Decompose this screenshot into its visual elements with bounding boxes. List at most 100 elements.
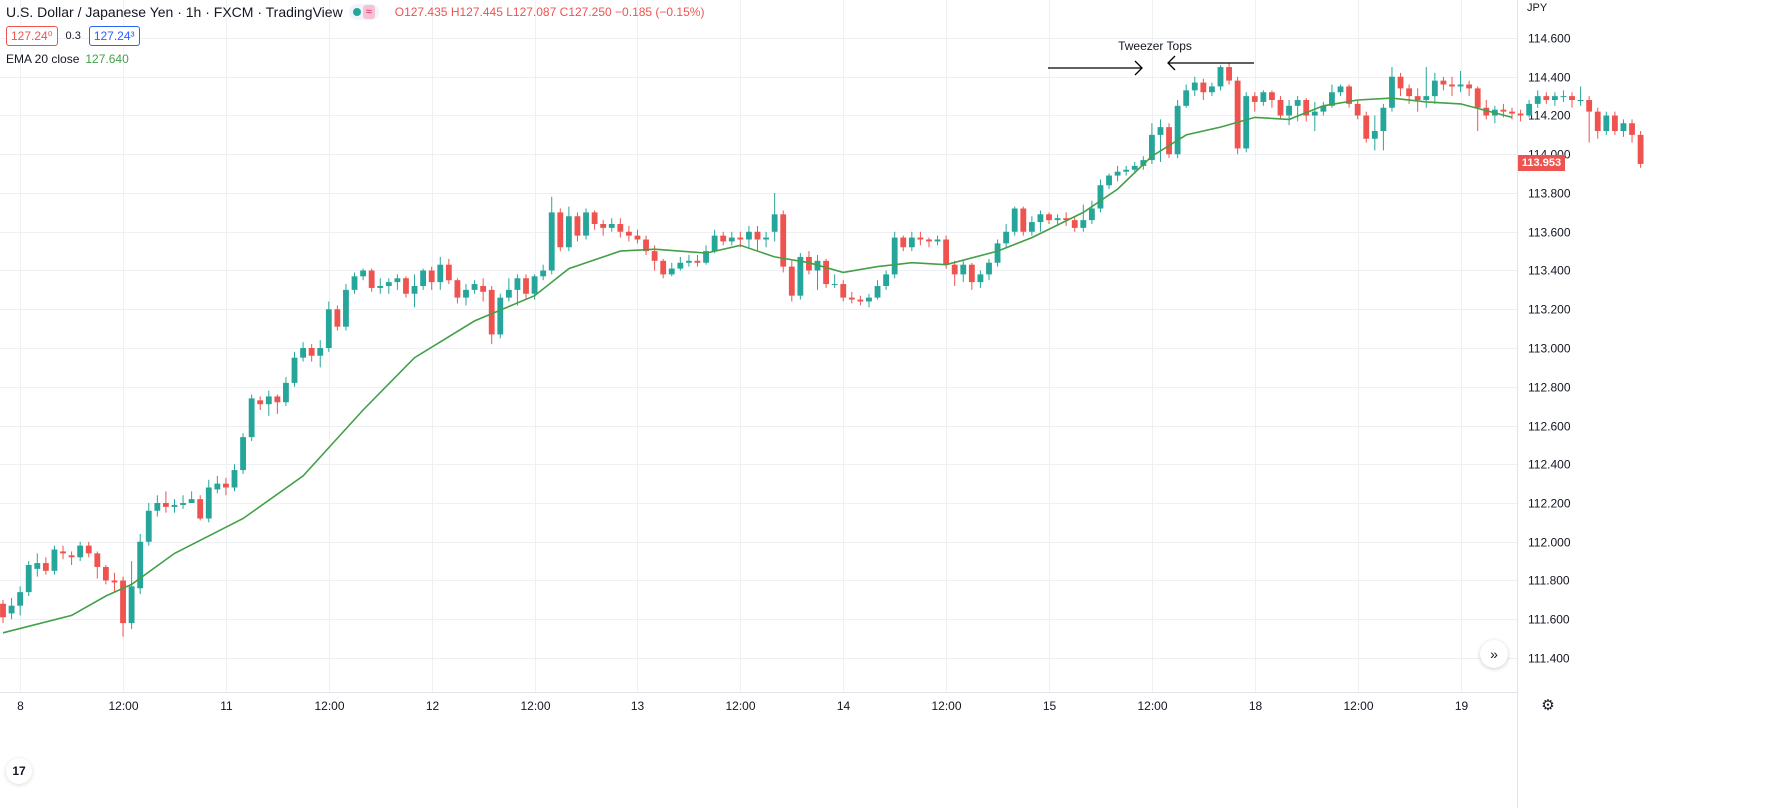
candle-body — [1337, 86, 1344, 93]
candle — [403, 276, 409, 298]
currency-label[interactable]: JPY — [1527, 2, 1548, 14]
candle — [677, 256, 684, 271]
candle-body — [968, 264, 975, 283]
candle — [1389, 67, 1395, 112]
candle-body — [1620, 123, 1627, 131]
candle — [85, 541, 92, 558]
candle-body — [1251, 96, 1258, 102]
candle-body — [1088, 208, 1095, 221]
candle-body — [137, 541, 144, 589]
candle-body — [385, 282, 392, 286]
candle — [943, 235, 950, 269]
ema-legend[interactable]: EMA 20 close 127.640 — [6, 52, 704, 66]
scroll-to-realtime-button[interactable]: » — [1480, 640, 1508, 668]
time-tick-label: 8 — [17, 699, 24, 713]
candle-body — [1166, 127, 1172, 155]
candle — [68, 551, 75, 565]
candle-body — [488, 289, 495, 335]
candle — [111, 572, 118, 593]
candle — [51, 545, 58, 575]
candle — [617, 218, 624, 238]
price-tick-label: 114.200 — [1528, 109, 1571, 123]
price-axis[interactable]: 111.400 111.600 111.800 112.000 112.200 112.4… — [1528, 32, 1571, 666]
candle — [300, 342, 307, 362]
candle-body — [240, 437, 246, 471]
candle — [926, 237, 932, 248]
candle-body — [411, 286, 418, 294]
candle — [60, 545, 66, 560]
candle — [8, 597, 15, 620]
annotation-arrowhead-left — [1134, 60, 1143, 76]
candle-body — [257, 400, 264, 405]
candle — [25, 561, 32, 596]
time-tick-label: 12:00 — [1343, 699, 1373, 713]
ema-20-line — [2, 97, 1513, 634]
time-axis[interactable]: 8 12:00 11 12:00 12 12:00 13 12:00 14 12:00 15 12:0… — [17, 699, 1468, 713]
candle — [77, 541, 84, 562]
double-chevron-right-icon: » — [1490, 646, 1498, 662]
candle — [197, 495, 204, 521]
candle-body — [25, 565, 32, 593]
candle — [711, 229, 718, 254]
candle — [1397, 72, 1404, 97]
candle-body — [1217, 67, 1224, 87]
candle — [1226, 63, 1232, 85]
sell-button[interactable]: 127.24⁰ — [6, 26, 58, 46]
candle-body — [1054, 218, 1061, 221]
candle — [514, 274, 521, 306]
candle-body — [1431, 80, 1438, 97]
candle — [1594, 107, 1601, 139]
candle — [145, 503, 152, 546]
candle-body — [1046, 214, 1052, 221]
candle-body — [197, 499, 204, 519]
close-value: 127.250 — [568, 5, 612, 19]
candle — [600, 220, 607, 236]
candle-body — [85, 545, 92, 554]
candle-body — [754, 231, 761, 240]
candle-body — [145, 510, 152, 542]
candle — [265, 390, 272, 416]
buy-button[interactable]: 127.24³ — [88, 26, 140, 46]
candle-body — [917, 237, 924, 240]
candle-body — [34, 563, 41, 569]
candle-body — [480, 286, 487, 292]
candle — [728, 231, 735, 246]
candle — [668, 262, 675, 277]
candle-body — [848, 297, 855, 300]
ohlc-values: O127.435 H127.445 L127.087 C127.250 −0.1… — [395, 5, 705, 19]
candle-body — [420, 270, 427, 286]
candle — [625, 225, 632, 242]
candle-body — [694, 260, 701, 263]
candle — [1569, 92, 1575, 108]
market-status-badge[interactable]: ≈ — [348, 4, 379, 20]
candle-body — [1200, 82, 1207, 93]
price-tick-label: 111.600 — [1528, 613, 1570, 627]
candle — [1208, 82, 1215, 97]
last-price-tag: 113.953 — [1518, 155, 1565, 171]
candle — [1560, 90, 1567, 102]
candle — [788, 260, 795, 302]
candle-body — [334, 309, 341, 327]
time-tick-label: 13 — [631, 699, 645, 713]
candle — [1054, 214, 1061, 226]
candle — [763, 231, 769, 248]
candle-body — [231, 470, 238, 488]
candle-body — [445, 264, 452, 281]
market-open-icon — [352, 8, 361, 16]
candle-body — [60, 551, 66, 554]
time-tick-label: 12:00 — [520, 699, 550, 713]
candle-body — [771, 214, 778, 232]
candle-body — [1208, 86, 1215, 93]
symbol-title[interactable]: U.S. Dollar / Japanese Yen · 1h · FXCM ·… — [6, 4, 343, 20]
time-tick-label: 14 — [837, 699, 851, 713]
candle-body — [120, 580, 126, 624]
tradingview-logo-icon[interactable]: 17 — [6, 758, 32, 784]
candle-body — [1569, 96, 1575, 100]
candle — [1414, 88, 1421, 112]
candle-body — [68, 555, 75, 558]
candle-body — [1560, 96, 1567, 98]
candle-body — [591, 212, 598, 224]
time-tick-label: 12:00 — [108, 699, 138, 713]
gear-icon[interactable]: ⚙ — [1541, 697, 1555, 714]
